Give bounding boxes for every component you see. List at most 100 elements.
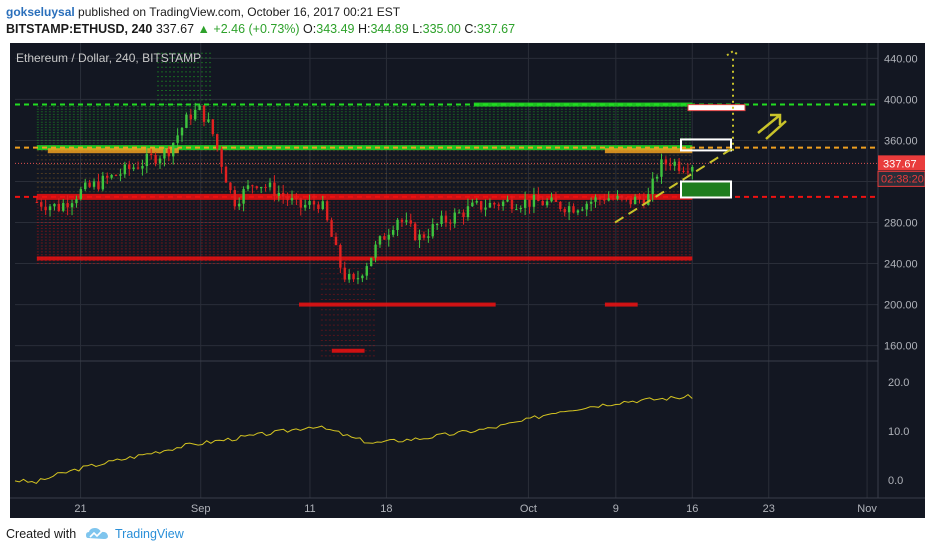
candle: [286, 196, 289, 201]
candle: [185, 114, 188, 129]
candle: [136, 167, 140, 169]
candles: [35, 102, 694, 284]
candle: [237, 203, 241, 207]
up-triangle-icon: ▲: [197, 22, 210, 36]
symbol-interval: BITSTAMP:ETHUSD, 240: [6, 22, 153, 36]
candle: [361, 275, 364, 279]
candle: [633, 196, 637, 205]
candle: [682, 170, 685, 172]
candle: [453, 212, 456, 224]
candle: [40, 202, 43, 207]
target-box-upper: [687, 104, 746, 112]
candle: [334, 236, 338, 246]
candle: [673, 161, 676, 166]
candle: [207, 119, 210, 122]
candle: [317, 204, 320, 210]
time-tick-label: Oct: [520, 503, 537, 515]
candle: [475, 201, 478, 203]
candle: [607, 198, 610, 201]
candle: [220, 148, 223, 167]
candle: [356, 278, 360, 280]
candle: [48, 206, 52, 211]
candle: [365, 266, 368, 276]
chart-area[interactable]: 160.00200.00240.00280.00320.00360.00400.…: [10, 43, 926, 518]
candle: [70, 203, 74, 208]
time-tick-label: 23: [763, 503, 775, 515]
indicator-tick-label: 20.0: [888, 377, 909, 389]
time-badge-text: 02:38:20: [881, 173, 924, 185]
level-strip: [47, 148, 179, 154]
ohlc-open-label: O:: [303, 22, 317, 36]
candle: [686, 171, 690, 173]
candle: [537, 194, 540, 201]
candle: [691, 166, 694, 172]
candle: [198, 105, 201, 110]
price-badge: [878, 155, 925, 171]
publish-line: gokseluysal published on TradingView.com…: [6, 5, 400, 19]
published-text: published on TradingView.com, October 16…: [78, 5, 401, 19]
last-price: 337.67: [155, 22, 195, 36]
candle: [409, 220, 412, 224]
candle: [343, 267, 346, 280]
candle: [422, 234, 426, 238]
time-tick-label: 9: [613, 503, 619, 515]
indicator-tick-label: 10.0: [888, 426, 909, 438]
time-tick-label: 21: [74, 503, 86, 515]
candle: [585, 203, 588, 210]
candle: [369, 257, 373, 267]
candle: [493, 202, 496, 205]
candle: [497, 204, 500, 206]
tradingview-link[interactable]: TradingView: [115, 527, 184, 541]
candle: [479, 201, 483, 210]
candle: [150, 153, 153, 156]
created-with-text: Created with: [6, 527, 77, 541]
entry-box: [680, 180, 732, 199]
ohlc-close-label: C:: [464, 22, 477, 36]
ohlc-high-label: H:: [357, 22, 371, 36]
candle: [88, 182, 91, 187]
ohlc-high-value: 344.89: [370, 22, 409, 36]
candle: [189, 114, 193, 120]
candle: [506, 199, 509, 202]
candle: [594, 197, 597, 202]
projection-arrow-icon: [726, 49, 740, 57]
candle: [638, 196, 641, 200]
candle: [471, 202, 474, 207]
price-chart[interactable]: 160.00200.00240.00280.00320.00360.00400.…: [10, 43, 926, 518]
candle: [405, 220, 408, 222]
footer: Created with TradingView: [0, 518, 932, 550]
time-tick-label: 11: [304, 503, 315, 515]
symbol-ohlc-line: BITSTAMP:ETHUSD, 240 337.67 ▲ +2.46 (+0.…: [6, 22, 515, 36]
candle: [211, 119, 215, 135]
candle: [484, 207, 487, 210]
indicator-pane: [14, 393, 693, 485]
time-tick-label: Sep: [191, 503, 211, 515]
price-tick-label: 160.00: [884, 341, 918, 353]
candle: [647, 194, 650, 205]
level-strip: [36, 256, 693, 261]
candle: [251, 185, 254, 187]
candle: [449, 222, 452, 224]
target-box-middle: [680, 138, 732, 152]
candle: [295, 198, 298, 200]
candle: [145, 153, 149, 166]
candle: [418, 234, 421, 241]
tradingview-logo-icon[interactable]: [84, 526, 110, 547]
grid: [10, 43, 925, 498]
time-tick-label: Nov: [857, 503, 877, 515]
candle: [620, 195, 624, 198]
candle: [176, 135, 179, 143]
level-strip: [36, 193, 693, 200]
candle: [625, 197, 628, 199]
trend-line: [614, 147, 733, 224]
candle: [413, 223, 417, 241]
price-tick-label: 400.00: [884, 94, 918, 106]
time-tick-label: 16: [686, 503, 698, 515]
candle: [224, 166, 228, 183]
level-bands: [36, 52, 693, 357]
candle: [545, 201, 549, 206]
candle: [563, 208, 566, 213]
candle: [158, 158, 162, 164]
author-link[interactable]: gokseluysal: [6, 5, 75, 19]
candle: [655, 176, 659, 179]
